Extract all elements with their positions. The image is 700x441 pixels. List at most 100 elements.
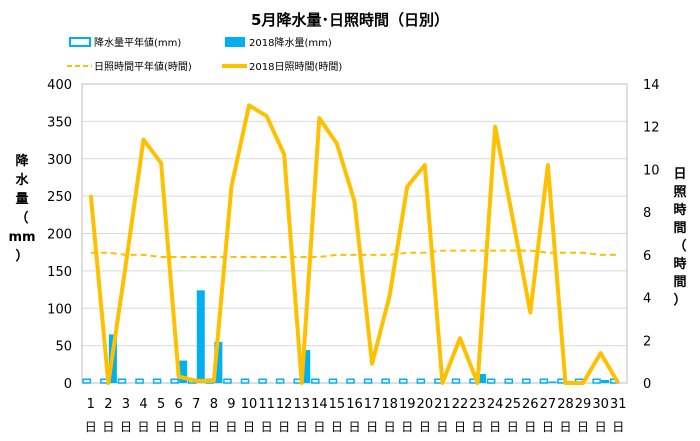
x-tick-label: 15: [329, 397, 346, 412]
x-tick-label: 6: [175, 397, 183, 412]
right-tick-label: 6: [643, 249, 651, 264]
x-tick-day: 日: [559, 420, 571, 434]
right-axis-title-char: 間: [673, 221, 686, 236]
legend-label: 2018降水量(mm): [249, 36, 332, 49]
x-tick-label: 19: [399, 397, 416, 412]
x-tick-day: 日: [348, 420, 360, 434]
right-tick-label: 0: [643, 377, 651, 392]
x-tick-day: 日: [612, 420, 624, 434]
line-normal-sunshine: [90, 249, 619, 258]
bar-2018-precip: [478, 374, 487, 383]
left-tick-label: 0: [64, 377, 72, 392]
x-tick-day: 日: [102, 420, 114, 434]
left-axis-title-char: （: [15, 210, 28, 226]
x-tick-day: 日: [208, 420, 220, 434]
chart-title: 5月降水量･日照時間（日別）: [251, 11, 449, 29]
left-axis-title-char: ）: [15, 248, 28, 264]
bar-normal-precip: [240, 378, 250, 384]
x-tick-day: 日: [577, 420, 589, 434]
x-tick-day: 日: [489, 420, 501, 434]
x-tick-label: 26: [522, 397, 539, 412]
bar-normal-precip: [592, 378, 601, 384]
bar-normal-precip: [416, 378, 426, 384]
x-tick-day: 日: [401, 420, 413, 434]
bar-normal-precip: [363, 378, 373, 384]
left-tick-label: 350: [47, 115, 72, 130]
bar-normal-precip: [504, 378, 513, 384]
right-tick-label: 10: [643, 163, 660, 178]
left-tick-label: 300: [47, 153, 72, 168]
x-tick-day: 日: [190, 420, 202, 434]
x-tick-day: 日: [436, 420, 448, 434]
x-tick-label: 23: [469, 397, 486, 412]
left-axis: 0 50 100 150 200 250 300 350 400 降水量 （ mm ）: [8, 78, 72, 392]
x-tick-label: 1: [87, 397, 95, 412]
x-tick-day: 日: [85, 420, 97, 434]
x-tick-label: 12: [276, 397, 293, 412]
bar-normal-precip: [275, 378, 285, 384]
bar-normal-precip: [328, 378, 338, 384]
right-tick-label: 4: [643, 292, 651, 307]
x-tick-label: 8: [210, 397, 218, 412]
right-tick-label: 14: [643, 78, 660, 93]
bars: [82, 290, 619, 384]
x-tick-label: 3: [122, 397, 130, 412]
left-axis-title-char: 水: [15, 172, 29, 188]
bar-normal-precip: [258, 378, 267, 384]
right-tick-label: 2: [643, 334, 651, 349]
bar-normal-precip: [152, 378, 162, 384]
x-tick-label: 29: [575, 397, 592, 412]
left-tick-label: 250: [47, 190, 72, 205]
right-axis-title-char: 時: [673, 202, 686, 218]
x-tick-label: 16: [346, 397, 363, 412]
x-tick-label: 20: [417, 397, 434, 412]
x-tick-label: 24: [487, 397, 504, 412]
legend: 降水量平年値(mm) 2018降水量(mm) 日照時間平年値(時間) 2018日照時間…: [67, 36, 342, 73]
x-tick-label: 5: [157, 397, 165, 412]
bar-normal-precip: [135, 378, 144, 384]
bar-normal-precip: [381, 378, 390, 384]
bar-2018-precip: [214, 341, 223, 383]
left-tick-label: 400: [47, 78, 72, 93]
bar-normal-precip: [170, 378, 179, 384]
legend-swatch-normal-precip: [69, 37, 91, 47]
bar-normal-precip: [398, 378, 408, 384]
bar-normal-precip: [539, 378, 549, 384]
bar-normal-precip: [486, 378, 496, 384]
x-tick-day: 日: [384, 420, 396, 434]
x-tick-day: 日: [595, 420, 607, 434]
x-tick-day: 日: [472, 420, 484, 434]
legend-swatch-2018-precip: [225, 37, 245, 47]
x-tick-label: 11: [258, 397, 275, 412]
x-tick-label: 30: [592, 397, 609, 412]
x-tick-day: 日: [524, 420, 536, 434]
x-tick-label: 2: [104, 397, 112, 412]
bar-2018-precip: [601, 380, 610, 383]
x-tick-label: 7: [192, 397, 200, 412]
right-axis-title-char: 間: [673, 275, 686, 290]
x-tick-day: 日: [155, 420, 167, 434]
left-axis-title-char: 降: [15, 153, 29, 169]
x-tick-label: 21: [434, 397, 451, 412]
x-tick-day: 日: [261, 420, 273, 434]
line-2018-sunshine: [88, 103, 620, 385]
left-tick-label: 100: [47, 302, 72, 317]
legend-label: 2018日照時間(時間): [249, 61, 342, 73]
x-tick-day: 日: [507, 420, 519, 434]
bar-normal-precip: [311, 378, 320, 384]
bar-2018-precip: [196, 290, 205, 383]
x-tick-day: 日: [243, 420, 255, 434]
bar-normal-precip: [223, 378, 232, 384]
right-axis-title-char: 日: [673, 167, 686, 182]
right-axis-title-char: 照: [673, 185, 686, 200]
x-tick-label: 27: [540, 397, 557, 412]
x-tick-label: 9: [227, 397, 235, 412]
x-tick-day: 日: [419, 420, 431, 434]
x-tick-day: 日: [331, 420, 343, 434]
bar-normal-precip: [82, 378, 92, 384]
bar-normal-precip: [117, 378, 127, 384]
x-tick-label: 22: [452, 397, 469, 412]
x-tick-label: 31: [610, 397, 627, 412]
right-axis-title-char: （: [673, 238, 686, 254]
